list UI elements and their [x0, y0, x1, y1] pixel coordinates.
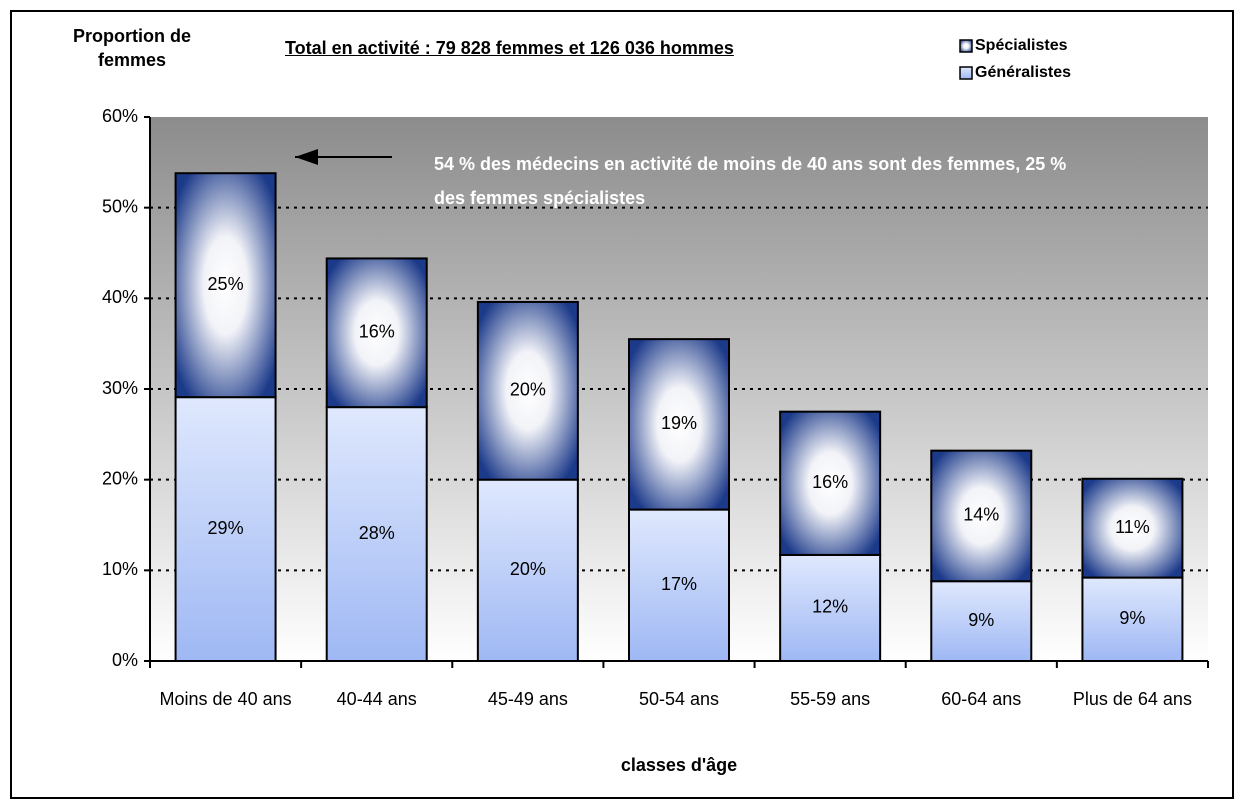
- x-axis-label: classes d'âge: [620, 755, 738, 775]
- value-label: 11%: [1115, 517, 1150, 537]
- y-tick-label: 10%: [102, 559, 138, 579]
- x-tick-label: 45-49 ans: [487, 689, 568, 709]
- x-tick-label: Moins de 40 ans: [159, 689, 292, 709]
- value-label: 20%: [510, 380, 546, 400]
- x-tick-label: Plus de 64 ans: [1072, 689, 1192, 709]
- bar-segment: [628, 338, 730, 511]
- value-label: 9%: [1119, 608, 1145, 628]
- bar-segment: [325, 257, 428, 409]
- x-tick-label: 55-59 ans: [790, 689, 871, 709]
- y-tick-label: 50%: [102, 196, 138, 216]
- y-tick-label: 60%: [102, 106, 138, 126]
- y-tick-label: 0%: [112, 650, 138, 670]
- bar-segment: [628, 508, 730, 662]
- y-tick-label: 30%: [102, 378, 138, 398]
- bar-segment: [930, 449, 1033, 583]
- frame: [10, 10, 1234, 799]
- bar-segment: [1081, 477, 1184, 579]
- value-label: 12%: [812, 597, 848, 617]
- x-tick-label: 40-44 ans: [336, 689, 417, 709]
- value-label: 28%: [359, 523, 395, 543]
- bar-segment: [779, 410, 882, 556]
- value-label: 29%: [208, 518, 244, 538]
- legend-swatch: [959, 66, 973, 80]
- y-tick-label: 40%: [102, 287, 138, 307]
- annotation: 54 % des médecins en activité de moins d…: [434, 154, 1067, 208]
- y-tick-label: 20%: [102, 468, 138, 488]
- bar-segment: [174, 396, 277, 662]
- value-label: 19%: [661, 413, 697, 433]
- value-label: 17%: [661, 574, 697, 594]
- value-label: 16%: [812, 472, 848, 492]
- legend-label: Généralistes: [975, 64, 1071, 81]
- bar-segment: [325, 406, 428, 662]
- value-label: 20%: [510, 559, 546, 579]
- bar-segment: [174, 172, 277, 399]
- bar-segment: [476, 300, 579, 481]
- value-label: 16%: [359, 322, 395, 342]
- x-tick-label: 50-54 ans: [638, 689, 720, 709]
- legend-label: Spécialistes: [975, 37, 1068, 54]
- chart-title: Total en activité : 79 828 femmes et 126…: [285, 38, 734, 58]
- bar-segment: [1081, 576, 1184, 662]
- bar-segment: [930, 580, 1033, 662]
- x-tick-label: 60-64 ans: [941, 689, 1022, 709]
- arrow-head: [295, 149, 318, 165]
- y-axis-label: Proportion de femmes: [73, 26, 191, 70]
- value-label: 14%: [963, 505, 999, 525]
- legend-swatch: [959, 39, 973, 53]
- bar-segment: [476, 478, 579, 662]
- value-label: 25%: [208, 274, 244, 294]
- value-label: 9%: [968, 610, 994, 630]
